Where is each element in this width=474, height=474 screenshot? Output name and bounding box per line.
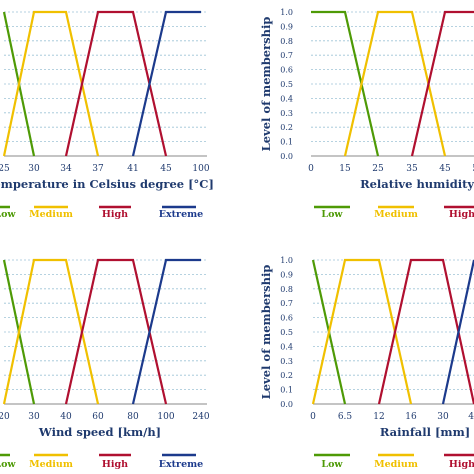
x-tick-label: 40 (60, 412, 72, 422)
y-tick-label: 0.2 (280, 371, 293, 380)
x-tick-label: 37 (92, 164, 104, 174)
legend-label-low: Low (321, 209, 343, 220)
legend-label-extreme: Extreme (159, 209, 203, 220)
x-tick-label: 25 (372, 164, 384, 174)
x-tick-label: 6.5 (338, 412, 353, 422)
series-line-extreme (131, 10, 201, 157)
y-tick-label: 0.1 (280, 386, 293, 395)
x-tick-label: 16 (405, 412, 417, 422)
legend-label-high: High (102, 459, 128, 470)
x-tick-label: 30 (28, 412, 40, 422)
y-tick-label: 0.8 (280, 37, 293, 46)
x-tick-label: 100 (157, 412, 174, 422)
series-line-medium (2, 258, 100, 405)
x-tick-label: 40 (468, 412, 474, 422)
x-tick-label: 15 (339, 164, 351, 174)
y-tick-label: 0.0 (280, 400, 293, 409)
x-tick-label: 60 (92, 412, 104, 422)
y-tick-label: 0.4 (280, 342, 293, 351)
legend-label-low: Low (321, 459, 343, 470)
x-axis-title: Relative humidity [%] (360, 177, 474, 191)
x-tick-label: 45 (160, 164, 172, 174)
x-tick-label: 240 (192, 412, 209, 422)
x-tick-label: 41 (127, 164, 138, 174)
series-line-medium (2, 10, 100, 157)
x-tick-label: 30 (28, 164, 40, 174)
y-tick-label: 1.0 (280, 256, 293, 265)
legend-label-low: Low (0, 459, 16, 470)
series-line-high (410, 10, 474, 157)
y-tick-label: 0.7 (280, 51, 293, 60)
legend-label-extreme: Extreme (159, 459, 203, 470)
x-tick-label: 25 (0, 164, 10, 174)
legend-label-medium: Medium (374, 209, 418, 220)
y-tick-label: 0.4 (280, 94, 293, 103)
y-tick-label: 0.5 (280, 80, 293, 89)
x-axis-title: Temperature in Celsius degree [°C] (0, 177, 214, 191)
y-tick-label: 0.7 (280, 299, 293, 308)
legend-label-medium: Medium (374, 459, 418, 470)
legend-label-high: High (102, 209, 128, 220)
y-axis-title: Level of membership (259, 17, 273, 152)
y-tick-label: 0.2 (280, 123, 293, 132)
series-line-low (311, 10, 380, 157)
chart-4: 0.0 0.1 0.2 0.3 0.4 0.5 0.6 0.7 0.8 0.9 1.0 0 6.5 12 1… (259, 256, 474, 470)
chart-2: 0.0 0.1 0.2 0.3 0.4 0.5 0.6 0.7 0.8 0.9 1.0 0 15 25 35… (259, 8, 474, 220)
x-axis-title: Wind speed [km/h] (38, 425, 161, 439)
legend-label-low: Low (0, 209, 16, 220)
y-tick-label: 0.9 (280, 22, 293, 31)
x-tick-label: 55 (472, 164, 474, 174)
y-tick-label: 0.3 (280, 357, 293, 366)
chart-3: 20 30 40 60 80 100 240 Wind speed [km/h] Low Medi… (0, 258, 210, 470)
x-tick-label: 45 (439, 164, 451, 174)
y-tick-label: 0.3 (280, 109, 293, 118)
y-tick-label: 0.9 (280, 270, 293, 279)
y-tick-label: 0.5 (280, 328, 293, 337)
series-line-extreme (441, 259, 474, 405)
y-axis-title: Level of membership (259, 265, 273, 400)
x-tick-label: 20 (0, 412, 10, 422)
chart-1: 25 30 34 37 41 45 100 Temperature in Celsius de… (0, 10, 214, 220)
x-tick-label: 0 (308, 164, 314, 174)
legend-label-medium: Medium (29, 209, 73, 220)
x-axis-title: Rainfall [mm] (380, 425, 470, 439)
x-tick-label: 12 (373, 412, 384, 422)
legend-label-high: High (449, 209, 474, 220)
legend-label-high: High (449, 459, 474, 470)
y-tick-label: 0.8 (280, 285, 293, 294)
y-tick-label: 0.0 (280, 152, 293, 161)
y-tick-label: 0.6 (280, 314, 293, 323)
x-tick-label: 35 (406, 164, 418, 174)
series-line-extreme (131, 258, 201, 405)
x-tick-label: 80 (127, 412, 139, 422)
x-tick-label: 34 (60, 164, 72, 174)
x-tick-label: 100 (192, 164, 209, 174)
y-tick-label: 0.6 (280, 66, 293, 75)
legend-label-medium: Medium (29, 459, 73, 470)
x-tick-label: 0 (310, 412, 316, 422)
y-tick-label: 1.0 (280, 8, 293, 17)
x-tick-label: 30 (437, 412, 449, 422)
y-tick-label: 0.1 (280, 138, 293, 147)
